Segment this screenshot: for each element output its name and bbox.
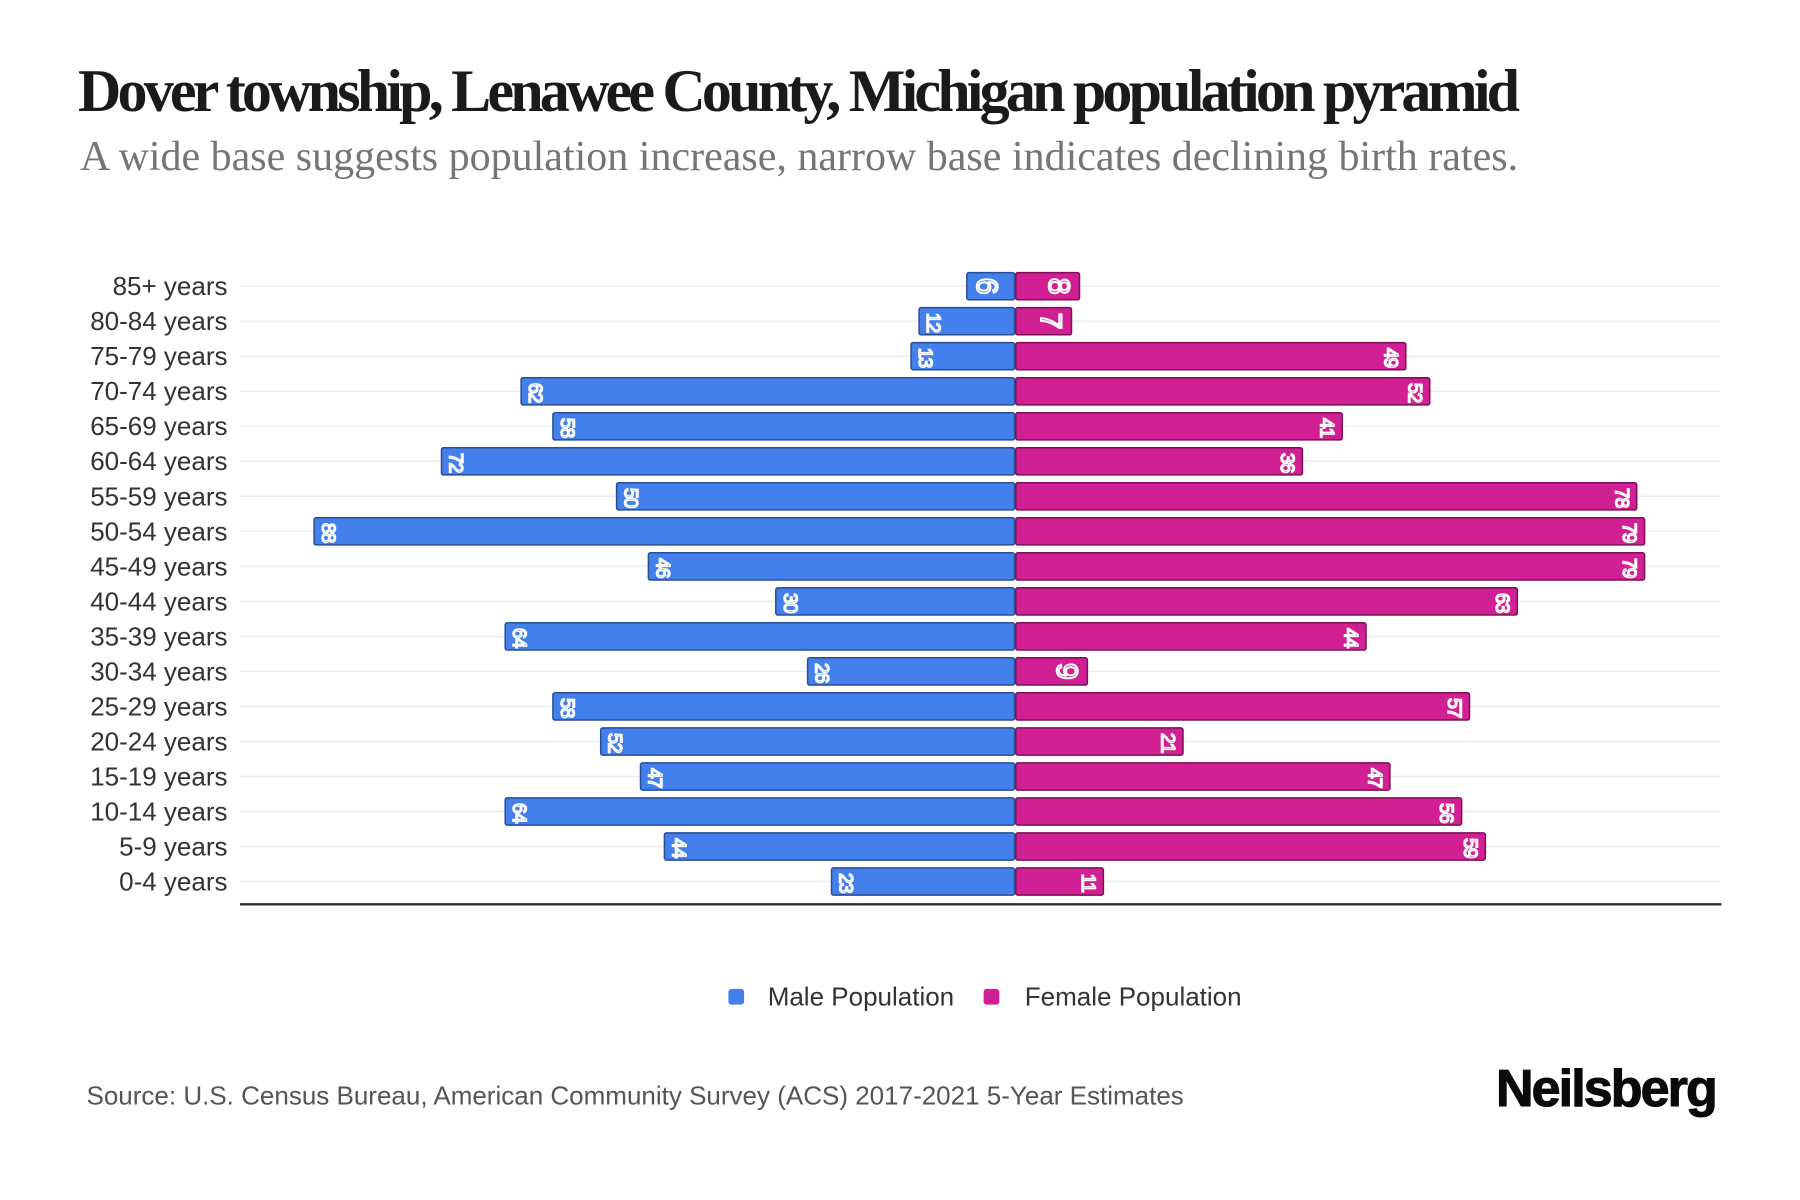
svg-text:6: 6 bbox=[970, 278, 1003, 295]
svg-text:58: 58 bbox=[556, 698, 578, 718]
svg-text:12: 12 bbox=[922, 313, 944, 333]
svg-text:8: 8 bbox=[1042, 278, 1075, 295]
svg-text:57: 57 bbox=[1443, 698, 1465, 718]
svg-text:72: 72 bbox=[445, 453, 467, 473]
svg-text:65-69 years: 65-69 years bbox=[90, 411, 227, 441]
svg-text:26: 26 bbox=[811, 663, 833, 683]
svg-text:63: 63 bbox=[1491, 593, 1513, 613]
svg-text:23: 23 bbox=[835, 873, 857, 893]
svg-text:7: 7 bbox=[1034, 313, 1067, 330]
svg-text:75-79 years: 75-79 years bbox=[90, 341, 227, 371]
svg-text:52: 52 bbox=[604, 733, 626, 753]
svg-text:80-84 years: 80-84 years bbox=[90, 306, 227, 336]
svg-text:64: 64 bbox=[508, 803, 530, 824]
svg-text:36: 36 bbox=[1276, 453, 1298, 473]
svg-text:21: 21 bbox=[1157, 733, 1179, 753]
svg-text:55-59 years: 55-59 years bbox=[90, 481, 227, 511]
svg-text:Male Population: Male Population bbox=[768, 982, 954, 1012]
svg-text:Female Population: Female Population bbox=[1025, 982, 1242, 1012]
svg-text:52: 52 bbox=[1403, 383, 1425, 403]
svg-text:45-49 years: 45-49 years bbox=[90, 551, 227, 581]
svg-text:47: 47 bbox=[1364, 768, 1386, 788]
svg-text:5-9 years: 5-9 years bbox=[119, 832, 227, 862]
svg-text:64: 64 bbox=[508, 628, 530, 649]
svg-text:46: 46 bbox=[651, 558, 673, 578]
svg-text:56: 56 bbox=[1435, 803, 1457, 823]
svg-text:79: 79 bbox=[1618, 523, 1640, 543]
svg-text:9: 9 bbox=[1050, 663, 1083, 680]
svg-text:50-54 years: 50-54 years bbox=[90, 516, 227, 546]
svg-text:30-34 years: 30-34 years bbox=[90, 656, 227, 686]
svg-text:60-64 years: 60-64 years bbox=[90, 446, 227, 476]
svg-text:62: 62 bbox=[524, 383, 546, 403]
svg-text:79: 79 bbox=[1618, 558, 1640, 578]
svg-text:15-19 years: 15-19 years bbox=[90, 761, 227, 791]
svg-text:59: 59 bbox=[1459, 838, 1481, 858]
svg-text:13: 13 bbox=[914, 348, 936, 368]
svg-text:44: 44 bbox=[1340, 628, 1362, 649]
svg-text:41: 41 bbox=[1316, 418, 1338, 438]
svg-text:58: 58 bbox=[556, 418, 578, 438]
svg-text:Source: U.S. Census Bureau, Am: Source: U.S. Census Bureau, American Com… bbox=[87, 1080, 1184, 1110]
svg-text:44: 44 bbox=[667, 838, 689, 859]
svg-text:25-29 years: 25-29 years bbox=[90, 691, 227, 721]
svg-text:88: 88 bbox=[317, 523, 339, 543]
svg-text:50: 50 bbox=[620, 488, 642, 509]
svg-text:Neilsberg: Neilsberg bbox=[1496, 1060, 1716, 1118]
svg-text:40-44 years: 40-44 years bbox=[90, 586, 227, 616]
svg-text:49: 49 bbox=[1379, 348, 1401, 368]
svg-text:30: 30 bbox=[779, 593, 801, 614]
svg-text:10-14 years: 10-14 years bbox=[90, 796, 227, 826]
svg-text:11: 11 bbox=[1077, 874, 1099, 892]
svg-text:35-39 years: 35-39 years bbox=[90, 621, 227, 651]
svg-text:78: 78 bbox=[1610, 488, 1632, 508]
svg-text:0-4 years: 0-4 years bbox=[119, 867, 227, 897]
svg-text:85+ years: 85+ years bbox=[113, 271, 228, 301]
svg-text:A wide base suggests populatio: A wide base suggests population increase… bbox=[80, 134, 1518, 180]
svg-text:47: 47 bbox=[644, 768, 666, 788]
svg-text:70-74 years: 70-74 years bbox=[90, 376, 227, 406]
svg-text:Dover township, Lenawee County: Dover township, Lenawee County, Michigan… bbox=[78, 58, 1520, 124]
svg-text:20-24 years: 20-24 years bbox=[90, 726, 227, 756]
